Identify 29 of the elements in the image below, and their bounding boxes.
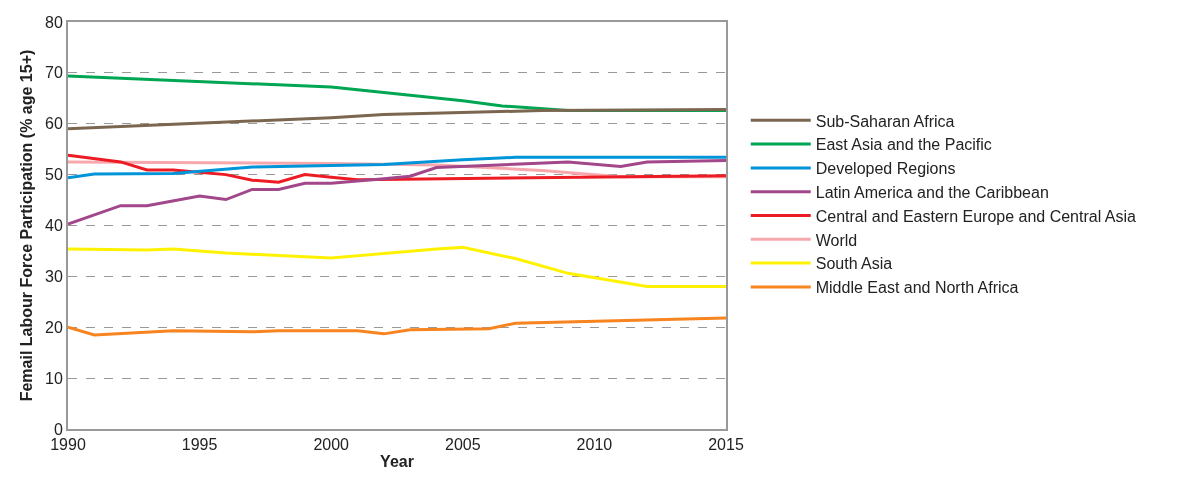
y-tick-label: 80 bbox=[45, 13, 63, 31]
y-tick-label: 20 bbox=[45, 318, 63, 336]
line-series bbox=[68, 245, 726, 289]
y-tick-label: 50 bbox=[45, 166, 63, 184]
y-tick-label: 40 bbox=[45, 217, 63, 235]
x-tick-label: 2000 bbox=[313, 436, 350, 454]
x-tick-label: 2005 bbox=[445, 436, 481, 454]
legend-label: East Asia and the Pacific bbox=[815, 136, 992, 154]
legend-label: South Asia bbox=[815, 255, 893, 273]
y-axis-title: Femail Labour Force Participation (% age 15+) bbox=[18, 49, 36, 402]
y-tick-label: 70 bbox=[45, 64, 63, 82]
x-tick-label: 2010 bbox=[576, 436, 613, 454]
y-tick-label: 60 bbox=[45, 115, 63, 133]
legend-label: World bbox=[815, 231, 858, 249]
y-tick-label: 0 bbox=[53, 420, 63, 438]
y-tick-label: 30 bbox=[45, 267, 63, 285]
line-series bbox=[68, 158, 726, 226]
line-series bbox=[68, 316, 726, 337]
legend-label: Central and Eastern Europe and Central Asia bbox=[815, 207, 1137, 225]
x-tick-label: 1990 bbox=[50, 436, 86, 454]
x-tick-label: 2015 bbox=[708, 436, 744, 454]
y-tick-label: 10 bbox=[45, 369, 63, 387]
x-axis-title: Year bbox=[380, 453, 414, 471]
legend-label: Sub-Saharan Africa bbox=[815, 112, 955, 130]
x-tick-label: 1995 bbox=[181, 436, 218, 454]
legend-label: Latin America and the Caribbean bbox=[815, 183, 1049, 201]
legend-label: Middle East and North Africa bbox=[815, 279, 1019, 297]
legend-label: Developed Regions bbox=[815, 160, 956, 178]
line-series bbox=[68, 108, 726, 131]
